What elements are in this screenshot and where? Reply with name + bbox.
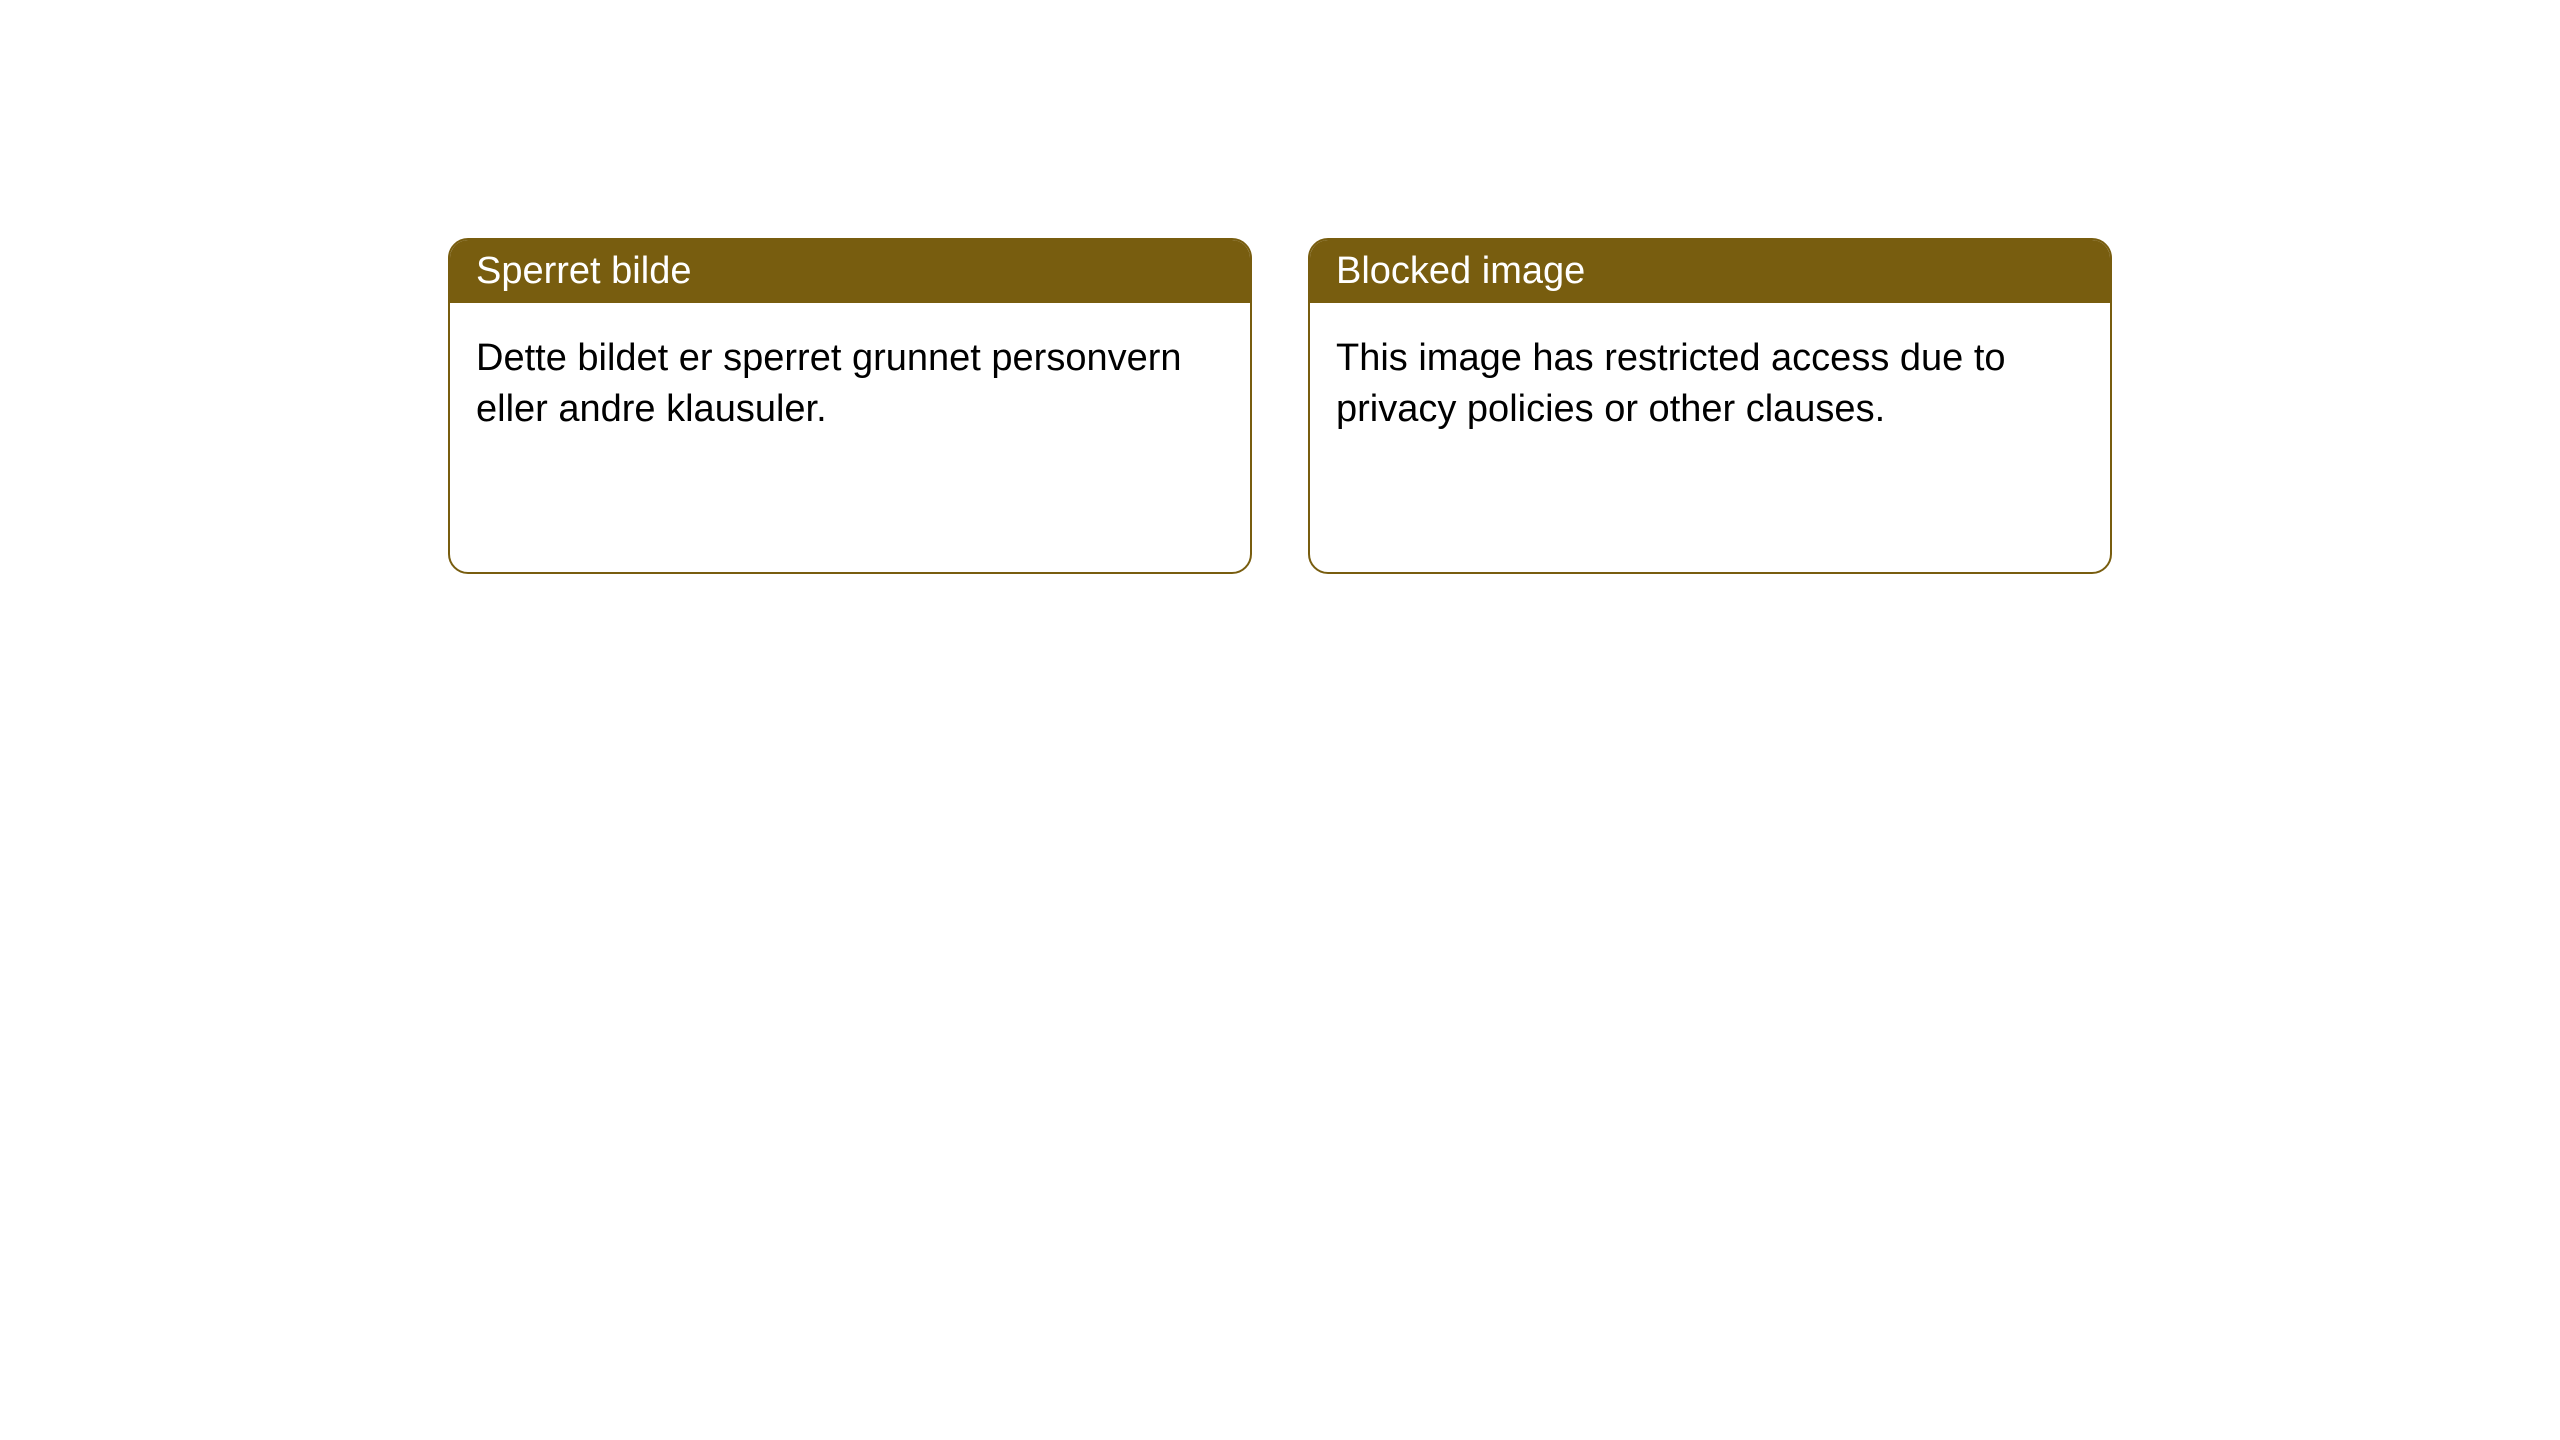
card-header: Sperret bilde xyxy=(450,240,1250,303)
card-title: Sperret bilde xyxy=(476,250,691,292)
notice-card-english: Blocked image This image has restricted … xyxy=(1308,238,2112,574)
card-body-text: Dette bildet er sperret grunnet personve… xyxy=(476,337,1182,430)
card-body-text: This image has restricted access due to … xyxy=(1336,337,2006,430)
card-body: Dette bildet er sperret grunnet personve… xyxy=(450,303,1250,572)
card-header: Blocked image xyxy=(1310,240,2110,303)
card-title: Blocked image xyxy=(1336,250,1585,292)
notice-card-norwegian: Sperret bilde Dette bildet er sperret gr… xyxy=(448,238,1252,574)
card-body: This image has restricted access due to … xyxy=(1310,303,2110,572)
notice-container: Sperret bilde Dette bildet er sperret gr… xyxy=(0,0,2560,574)
